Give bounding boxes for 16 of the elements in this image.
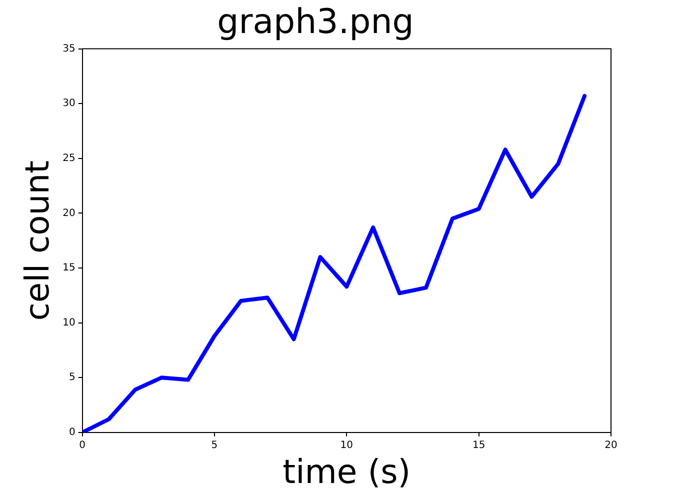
chart-title: graph3.png bbox=[217, 2, 414, 42]
y-tick-label: 35 bbox=[62, 43, 76, 54]
y-tick-label: 15 bbox=[62, 262, 76, 274]
x-tick-label: 20 bbox=[604, 440, 618, 451]
y-tick-label: 0 bbox=[68, 426, 76, 438]
y-tick-label: 20 bbox=[62, 208, 76, 219]
y-tick-label: 5 bbox=[68, 372, 76, 384]
x-tick-label: 15 bbox=[472, 440, 486, 451]
y-axis-title: cell count bbox=[17, 160, 56, 321]
x-axis-title: time (s) bbox=[282, 452, 411, 491]
x-tick-label: 10 bbox=[340, 440, 354, 451]
y-tick-label: 10 bbox=[62, 317, 76, 328]
x-tick-label: 0 bbox=[79, 440, 86, 451]
y-tick-label: 30 bbox=[62, 98, 76, 110]
x-tick-label: 5 bbox=[211, 440, 218, 451]
y-tick-label: 25 bbox=[62, 152, 76, 164]
